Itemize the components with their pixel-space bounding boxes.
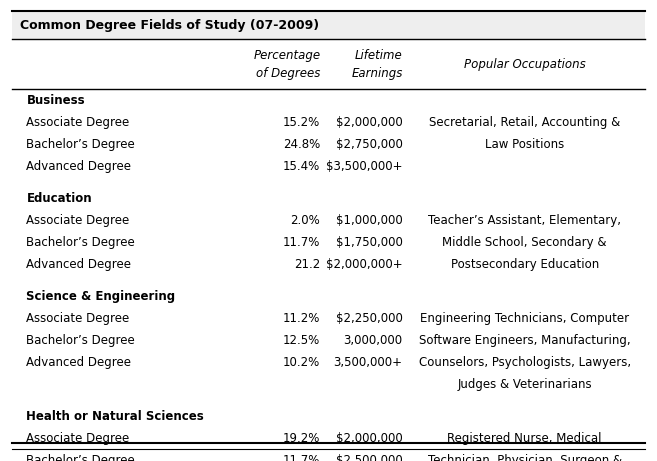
Text: Popular Occupations: Popular Occupations xyxy=(464,58,585,71)
Text: $2,750,000: $2,750,000 xyxy=(336,137,403,150)
Text: Counselors, Psychologists, Lawyers,: Counselors, Psychologists, Lawyers, xyxy=(419,355,631,368)
Text: 2.0%: 2.0% xyxy=(290,213,321,226)
Text: $2,250,000: $2,250,000 xyxy=(336,312,403,325)
Text: Health or Natural Sciences: Health or Natural Sciences xyxy=(26,409,204,422)
Text: 10.2%: 10.2% xyxy=(283,355,321,368)
Text: Associate Degree: Associate Degree xyxy=(26,116,129,129)
Text: Registered Nurse, Medical: Registered Nurse, Medical xyxy=(447,431,602,444)
Text: $2,500,000: $2,500,000 xyxy=(336,454,403,461)
Text: Bachelor’s Degree: Bachelor’s Degree xyxy=(26,137,135,150)
Text: 15.2%: 15.2% xyxy=(283,116,321,129)
Text: 11.2%: 11.2% xyxy=(283,312,321,325)
Bar xyxy=(12,11,645,39)
Text: Software Engineers, Manufacturing,: Software Engineers, Manufacturing, xyxy=(419,333,631,347)
Text: 11.7%: 11.7% xyxy=(283,236,321,248)
Text: Bachelor’s Degree: Bachelor’s Degree xyxy=(26,333,135,347)
Text: of Degrees: of Degrees xyxy=(256,66,321,79)
Text: Middle School, Secondary &: Middle School, Secondary & xyxy=(442,236,607,248)
Text: 12.5%: 12.5% xyxy=(283,333,321,347)
Text: 21.2: 21.2 xyxy=(294,258,321,271)
Text: $2,000,000: $2,000,000 xyxy=(336,431,403,444)
Text: Associate Degree: Associate Degree xyxy=(26,431,129,444)
Text: $1,000,000: $1,000,000 xyxy=(336,213,403,226)
Text: Technician, Physician, Surgeon &: Technician, Physician, Surgeon & xyxy=(428,454,622,461)
Text: Secretarial, Retail, Accounting &: Secretarial, Retail, Accounting & xyxy=(429,116,620,129)
Text: 3,000,000: 3,000,000 xyxy=(344,333,403,347)
Text: Engineering Technicians, Computer: Engineering Technicians, Computer xyxy=(420,312,629,325)
Text: Advanced Degree: Advanced Degree xyxy=(26,355,131,368)
Text: $1,750,000: $1,750,000 xyxy=(336,236,403,248)
Text: Science & Engineering: Science & Engineering xyxy=(26,290,175,302)
Text: $2,000,000: $2,000,000 xyxy=(336,116,403,129)
Text: Bachelor’s Degree: Bachelor’s Degree xyxy=(26,454,135,461)
Text: Bachelor’s Degree: Bachelor’s Degree xyxy=(26,236,135,248)
Text: Advanced Degree: Advanced Degree xyxy=(26,258,131,271)
Text: 3,500,000+: 3,500,000+ xyxy=(334,355,403,368)
Text: Associate Degree: Associate Degree xyxy=(26,312,129,325)
Text: 19.2%: 19.2% xyxy=(283,431,321,444)
Text: Common Degree Fields of Study (07-2009): Common Degree Fields of Study (07-2009) xyxy=(20,18,319,31)
Text: Earnings: Earnings xyxy=(351,66,403,79)
Text: 11.7%: 11.7% xyxy=(283,454,321,461)
Text: Business: Business xyxy=(26,94,85,106)
Text: Postsecondary Education: Postsecondary Education xyxy=(451,258,599,271)
Text: Advanced Degree: Advanced Degree xyxy=(26,160,131,172)
Text: 24.8%: 24.8% xyxy=(283,137,321,150)
Text: $2,000,000+: $2,000,000+ xyxy=(326,258,403,271)
Text: Law Positions: Law Positions xyxy=(485,137,564,150)
Text: Teacher’s Assistant, Elementary,: Teacher’s Assistant, Elementary, xyxy=(428,213,622,226)
Text: Associate Degree: Associate Degree xyxy=(26,213,129,226)
Text: Percentage: Percentage xyxy=(253,48,321,61)
Text: 15.4%: 15.4% xyxy=(283,160,321,172)
Text: Education: Education xyxy=(26,191,92,205)
Text: $3,500,000+: $3,500,000+ xyxy=(326,160,403,172)
Text: Judges & Veterinarians: Judges & Veterinarians xyxy=(457,378,592,390)
Text: Lifetime: Lifetime xyxy=(355,48,403,61)
